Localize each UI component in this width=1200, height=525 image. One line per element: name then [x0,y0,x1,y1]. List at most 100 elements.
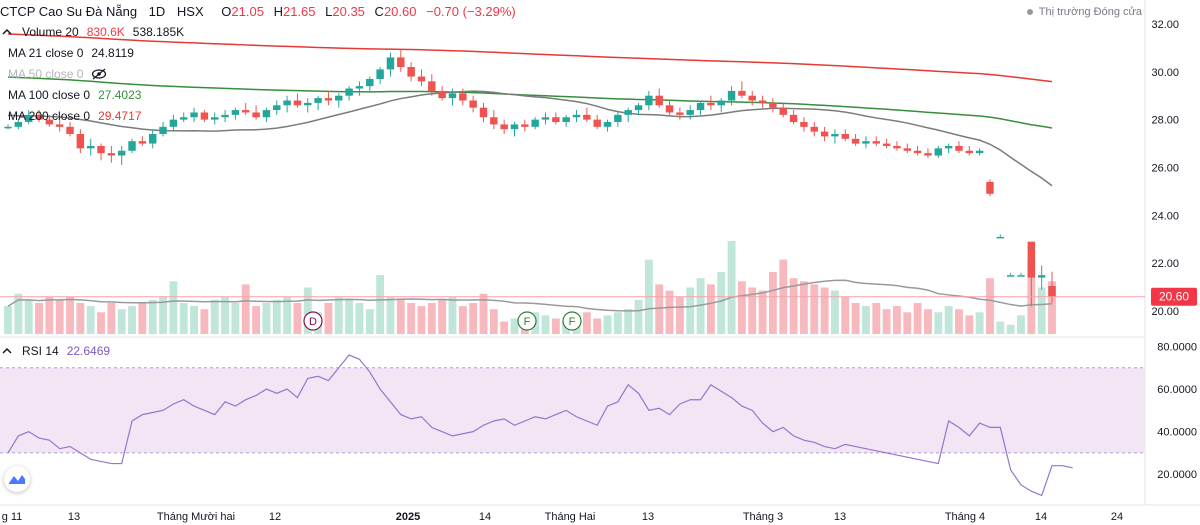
volume-bar [686,287,695,334]
volume-bar [324,303,333,334]
volume-bar [1048,281,1056,334]
event-marker-label: F [524,316,531,328]
time-tick-label: 13 [642,511,654,523]
candle-body [262,110,271,118]
volume-bar [541,315,550,334]
last-price-badge [1151,287,1197,306]
volume-bar [996,321,1005,334]
volume-legend[interactable]: Volume 20 830.6K 538.185K [0,24,184,40]
logo-icon [9,475,25,484]
volume-bar [500,321,509,334]
volume-bar [893,306,901,334]
volume-bar [365,309,374,334]
volume-bar [717,272,726,334]
rsi-legend[interactable]: RSI 14 22.6469 [0,343,110,359]
ma100-value: 27.4023 [98,88,142,102]
tradingview-logo[interactable] [4,466,30,492]
candle-body [665,105,674,113]
ma21-line [7,90,1053,187]
candle-body [903,148,912,151]
candle-body [490,117,498,125]
candle-body [335,95,343,101]
volume-bar [334,296,343,334]
volume-bar [76,303,85,334]
volume-bar [603,315,612,334]
price-tick-label: 20.00 [1151,306,1179,318]
candle-body [521,124,529,127]
volume-bar [489,309,498,334]
volume-label: Volume 20 [22,25,79,39]
ma100-label: MA 100 close 0 [8,88,91,102]
status-dot-icon [1026,9,1033,16]
ma200-legend[interactable]: MA 200 close 0 29.4717 [0,108,141,124]
candle-body [479,107,488,118]
volume-bar [407,303,416,334]
ohlc-close: C20.60 [374,4,417,19]
candle-body [169,119,178,127]
volume-bar [262,303,271,334]
volume-bar [148,299,157,334]
volume-bar [159,296,167,334]
volume-bar [934,312,943,334]
candle-body [913,150,922,154]
last-price-label: 20.60 [1159,290,1189,304]
time-tick-label: 13 [68,511,80,523]
candle-body [789,114,798,123]
candle-body [769,102,777,108]
candle-body [24,114,33,123]
candle-body [200,112,209,120]
volume-bar [35,303,43,334]
time-tick-label: 2025 [396,511,420,523]
volume-bar [427,303,436,334]
volume-bar [14,293,23,334]
time-tick-label: Tháng 3 [743,511,783,523]
candle-body [86,145,95,149]
volume-bar [882,309,891,334]
time-tick-label: 14 [1035,511,1047,523]
rsi-label: RSI 14 [22,344,59,358]
volume-bar [200,309,209,334]
candle-body [686,110,694,115]
interval[interactable]: 1D [148,4,166,19]
candle-body [965,150,974,154]
ma100-legend[interactable]: MA 100 close 0 27.4023 [0,87,141,103]
volume-bar [221,296,229,334]
symbol-name[interactable]: CTCP Cao Su Đà Nẵng [0,4,138,19]
candle-body [221,114,229,118]
candle-body [345,88,353,96]
rsi-tick-label: 60.0000 [1157,384,1197,396]
volume-bar [675,296,684,334]
volume-bar [210,299,219,334]
candle-body [872,141,880,144]
candle-body [386,57,395,70]
candle-body [148,134,157,144]
candle-body [1037,275,1046,278]
event-marker [303,311,323,331]
candle-body [975,150,984,154]
volume-bar [748,287,757,334]
candle-body [955,145,963,151]
volume-bar [138,303,147,334]
volume-bar [252,306,261,334]
candle-body [283,100,291,106]
ma21-legend[interactable]: MA 21 close 0 24.8119 [0,45,134,61]
ma21-label: MA 21 close 0 [8,46,84,60]
candle-body [758,100,767,103]
volume-bar [376,275,385,334]
ma50-legend[interactable]: MA 50 close 0 [0,66,107,82]
chevron-up-icon[interactable] [0,344,14,358]
volume-bar [831,290,839,334]
rsi-tick-label: 40.0000 [1157,427,1197,439]
price-tick-label: 28.00 [1151,115,1179,127]
ma21-value: 24.8119 [91,46,134,60]
candle-body [779,107,787,115]
volume-bar [448,296,457,334]
chevron-up-icon[interactable] [0,25,14,39]
hidden-eye-icon[interactable] [91,68,107,80]
volume-bar [117,309,126,334]
candle-body [242,110,250,113]
event-marker-label: F [569,316,576,328]
candle-body [882,143,891,146]
time-tick-label: 24 [1111,511,1123,523]
